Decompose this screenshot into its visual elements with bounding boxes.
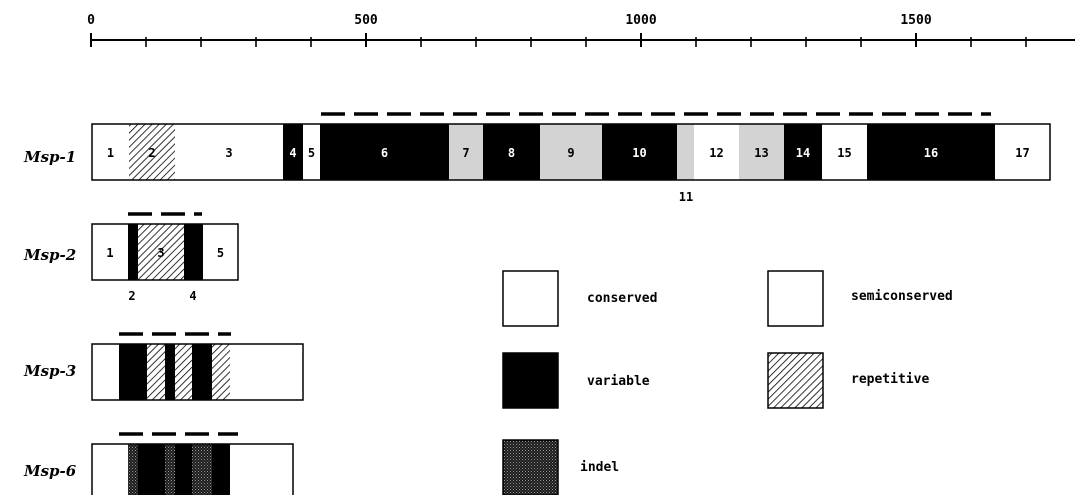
axis-tick-label: 500 <box>354 13 378 28</box>
domain-label: 13 <box>754 146 768 160</box>
axis-tick-label: 1000 <box>625 13 656 28</box>
domain-block-conserved <box>694 124 739 180</box>
gene-outline <box>91 223 239 281</box>
domain-block-variable <box>192 344 212 400</box>
domain-label: 5 <box>308 146 315 160</box>
domain-label: 2 <box>148 146 155 160</box>
gene-outline <box>91 123 1051 181</box>
domain-block-repetitive <box>138 224 184 280</box>
gene-outline <box>91 443 294 495</box>
legend-label: indel <box>580 460 619 475</box>
gene-msp-6: Msp-6 <box>23 432 294 495</box>
legend-label: semiconserved <box>851 289 953 304</box>
domain-block-variable <box>184 224 203 280</box>
domain-label: 8 <box>508 146 515 160</box>
domain-block-conserved <box>203 224 238 280</box>
domain-label-below: 2 <box>128 289 135 303</box>
domain-label: 14 <box>796 146 810 160</box>
domain-label: 6 <box>381 146 388 160</box>
domain-block-conserved <box>995 124 1050 180</box>
domain-label: 4 <box>289 146 296 160</box>
domain-label: 17 <box>1015 146 1029 160</box>
axis-tick-label: 1500 <box>900 13 931 28</box>
domain-block-conserved <box>303 124 320 180</box>
domain-block-variable <box>165 344 175 400</box>
domain-label: 1 <box>107 146 114 160</box>
domain-block-semiconserved <box>540 124 602 180</box>
domain-label: 10 <box>632 146 646 160</box>
domain-block-variable <box>483 124 540 180</box>
legend-item-repetitive: repetitive <box>767 352 929 409</box>
legend-swatch <box>767 352 824 409</box>
domain-block-indel <box>128 444 138 495</box>
domain-block-variable <box>138 444 165 495</box>
domain-label: 1 <box>106 246 113 260</box>
domain-label: 16 <box>924 146 938 160</box>
gene-name: Msp-2 <box>23 246 76 264</box>
legend-item-indel: indel <box>502 439 619 495</box>
domain-block-variable <box>320 124 449 180</box>
domain-block-variable <box>867 124 995 180</box>
scale-axis: 0 500 1000 1500 <box>87 13 1075 47</box>
domain-label: 12 <box>709 146 723 160</box>
axis-tick-label: 0 <box>87 13 95 28</box>
domain-label-below: 4 <box>189 289 196 303</box>
domain-block-repetitive <box>129 124 175 180</box>
domain-block-variable <box>128 224 138 280</box>
gene-name: Msp-1 <box>23 148 76 166</box>
domain-block-variable <box>175 444 192 495</box>
domain-block-conserved <box>92 344 119 400</box>
legend-item-variable: variable <box>502 352 650 409</box>
domain-label: 3 <box>225 146 232 160</box>
domain-block-conserved <box>175 124 283 180</box>
legend-item-conserved: conserved <box>502 270 657 327</box>
legend-label: repetitive <box>851 372 929 387</box>
gene-outline <box>91 343 304 401</box>
legend-swatch <box>502 270 559 327</box>
domain-block-conserved <box>230 444 293 495</box>
domain-block-repetitive <box>212 344 230 400</box>
domain-block-semiconserved <box>739 124 784 180</box>
domain-block-variable <box>119 344 147 400</box>
legend: conserved semiconserved variable repetitive… <box>502 270 953 495</box>
domain-label: 5 <box>217 246 224 260</box>
domain-block-semiconserved <box>449 124 483 180</box>
legend-label: variable <box>587 374 650 389</box>
domain-label: 3 <box>157 246 164 260</box>
domain-block-variable <box>283 124 303 180</box>
domain-block-conserved <box>92 224 128 280</box>
domain-block-conserved <box>92 124 129 180</box>
domain-label: 7 <box>462 146 469 160</box>
legend-swatch <box>502 439 559 495</box>
legend-item-semiconserved: semiconserved <box>767 270 953 327</box>
domain-block-variable <box>602 124 677 180</box>
domain-label: 9 <box>567 146 574 160</box>
domain-block-variable <box>784 124 822 180</box>
legend-label: conserved <box>587 291 657 306</box>
legend-swatch <box>502 352 559 409</box>
legend-swatch <box>767 270 824 327</box>
domain-label-below: 11 <box>679 190 693 204</box>
domain-block-variable <box>212 444 230 495</box>
domain-block-indel <box>192 444 212 495</box>
domain-block-conserved <box>92 444 128 495</box>
domain-block-repetitive <box>175 344 192 400</box>
gene-name: Msp-3 <box>23 362 76 380</box>
domain-block-repetitive <box>147 344 165 400</box>
domain-block-conserved <box>822 124 867 180</box>
domain-block-indel <box>165 444 175 495</box>
gene-msp-3: Msp-3 <box>23 332 304 401</box>
domain-block-conserved <box>230 344 303 400</box>
domain-label: 15 <box>837 146 851 160</box>
gene-msp-2: Msp-2 1 3 5 2 4 <box>23 212 239 303</box>
gene-name: Msp-6 <box>23 462 77 480</box>
domain-block-semiconserved <box>677 124 694 180</box>
